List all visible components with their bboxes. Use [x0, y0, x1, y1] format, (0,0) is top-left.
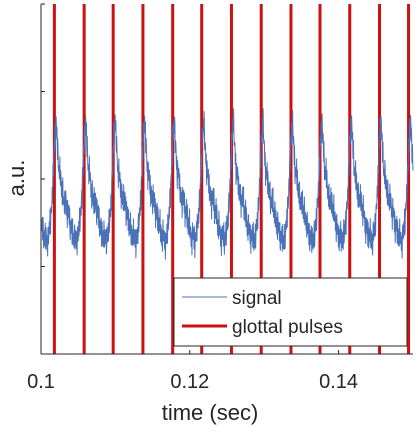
- signal-line: [40, 108, 414, 260]
- x-tick-label: 0.1: [27, 371, 55, 393]
- legend: signal glottal pulses: [173, 277, 408, 347]
- ticks-layer: 0.1 0.12 0.14: [27, 3, 358, 393]
- x-tick-label: 0.12: [170, 371, 209, 393]
- x-tick-label: 0.14: [319, 371, 358, 393]
- legend-signal-label: signal: [232, 288, 282, 309]
- legend-box: [173, 277, 408, 347]
- y-axis-title: a.u.: [4, 160, 29, 197]
- legend-pulses-label: glottal pulses: [232, 317, 343, 338]
- x-axis-title: time (sec): [162, 400, 259, 425]
